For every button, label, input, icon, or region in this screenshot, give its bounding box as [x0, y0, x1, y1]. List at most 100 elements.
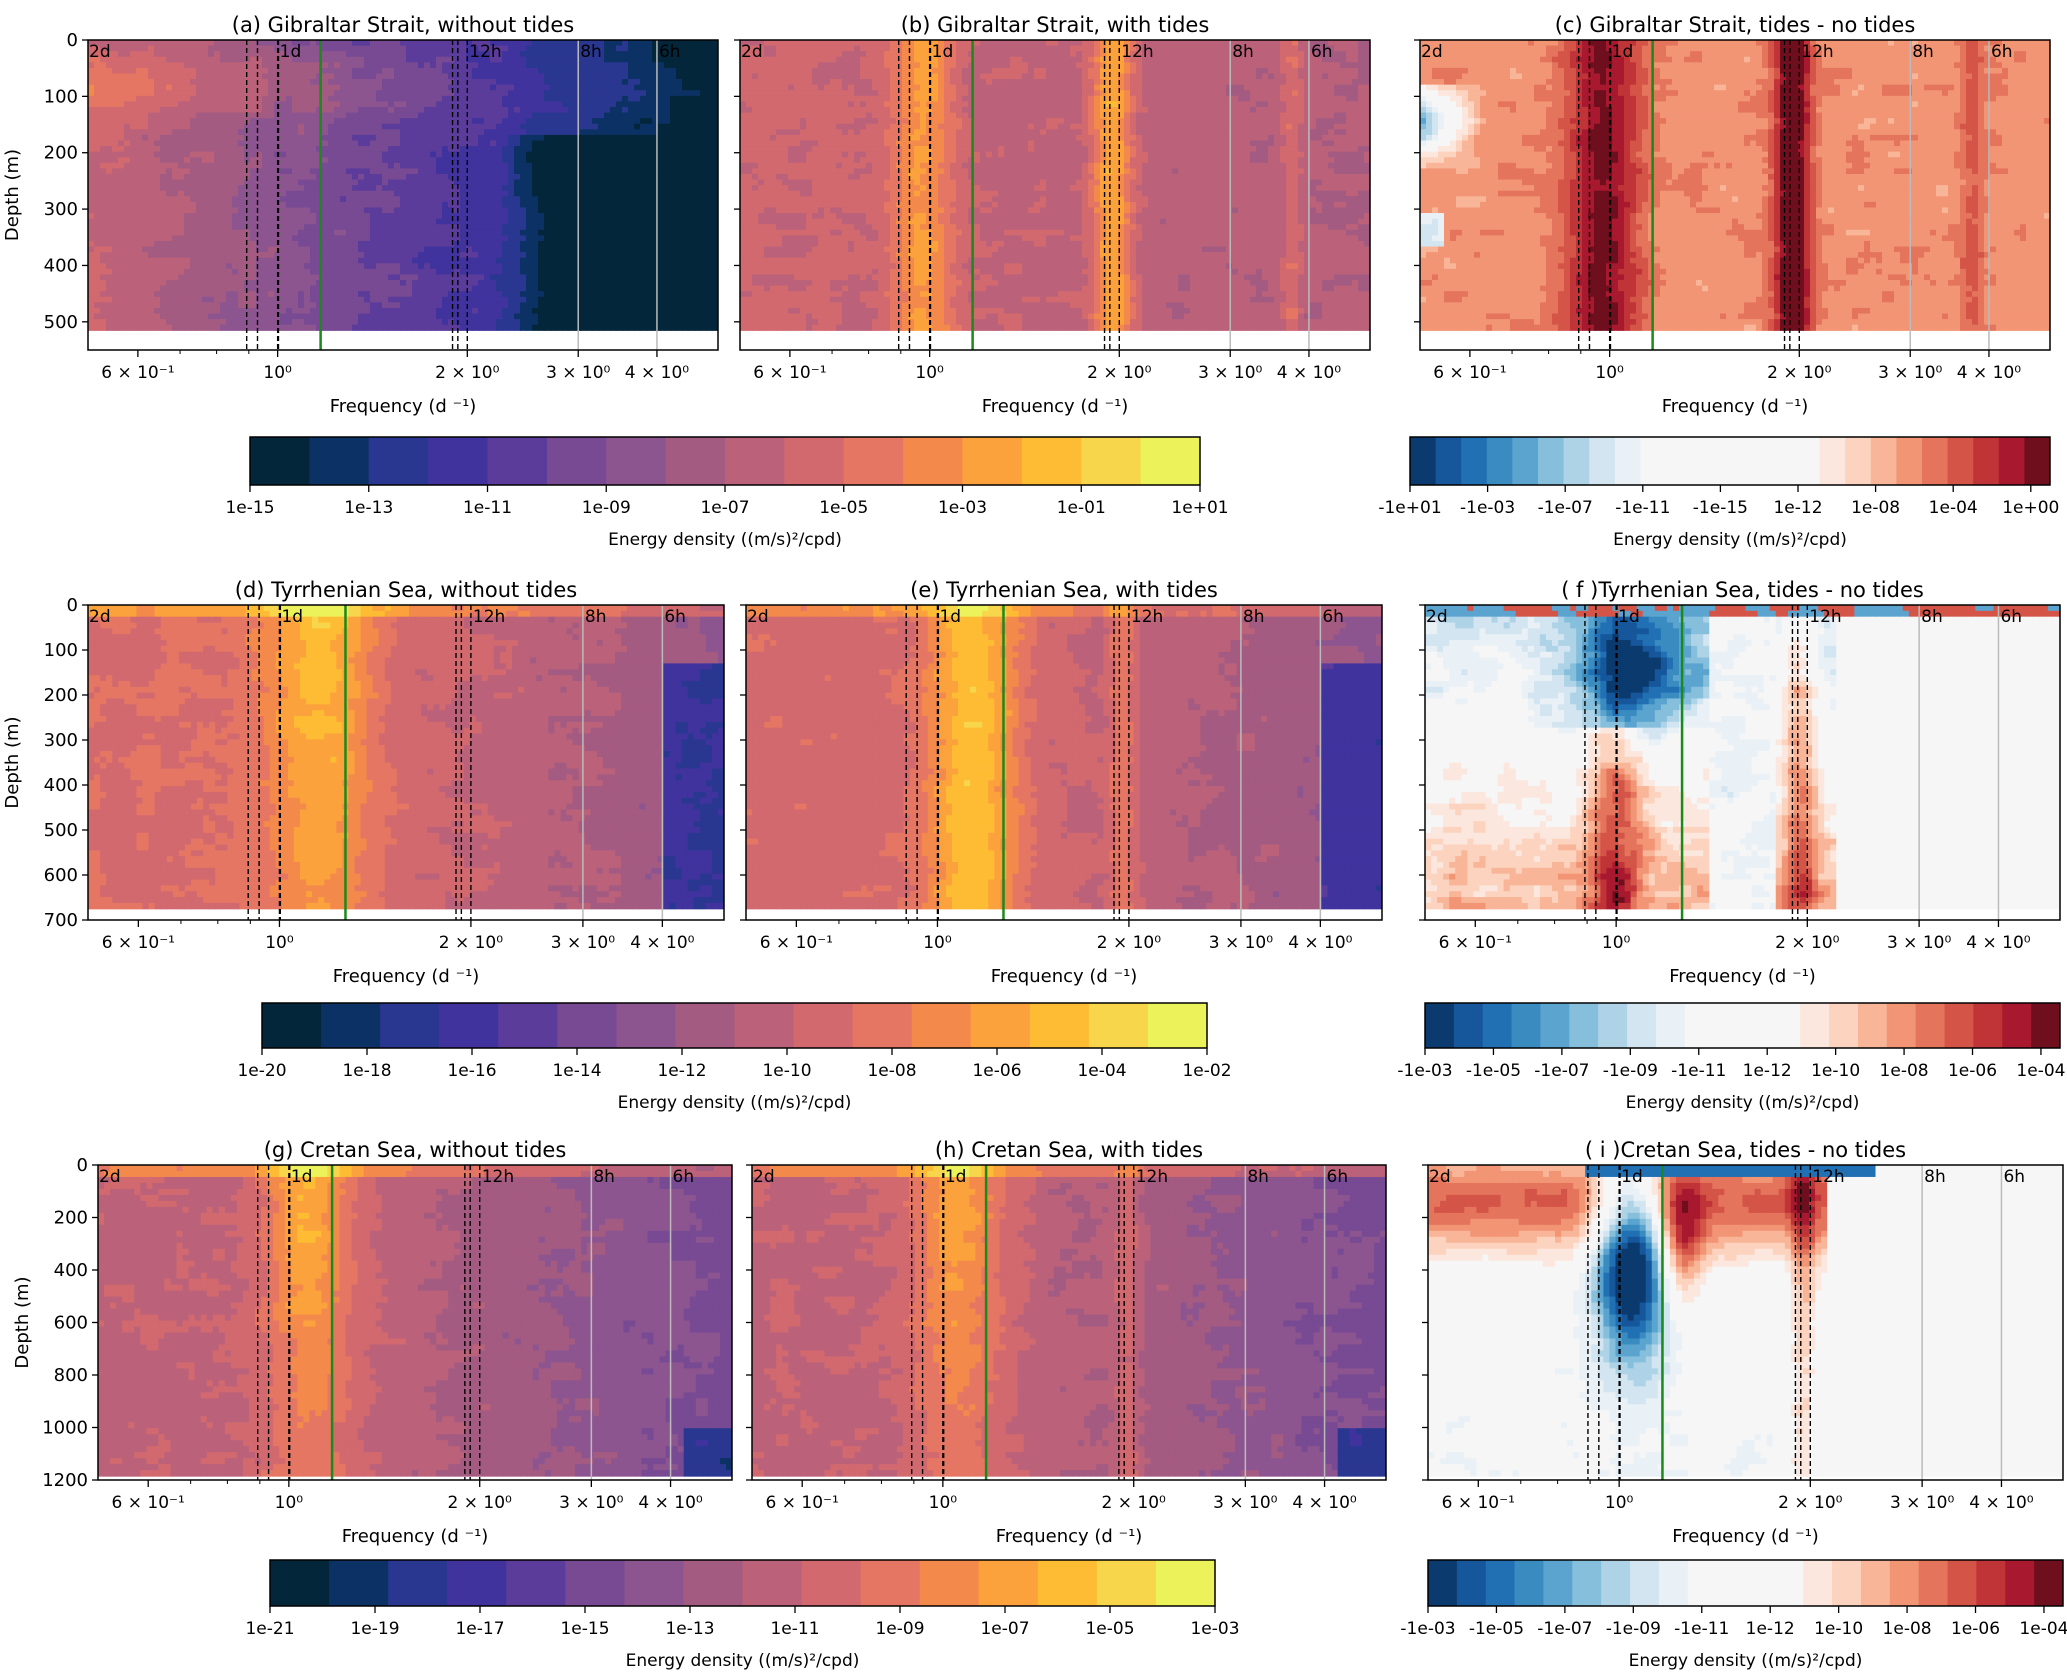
heatmap-cell	[256, 106, 263, 114]
heatmap-cell	[568, 123, 575, 130]
heatmap-cell	[568, 67, 575, 75]
heatmap-cell	[682, 157, 689, 164]
heatmap-cell	[376, 67, 383, 75]
heatmap-cell	[208, 101, 215, 108]
heatmap-cell	[286, 268, 293, 276]
heatmap-cell	[592, 134, 599, 142]
heatmap-cell	[232, 218, 239, 225]
heatmap-cell	[526, 62, 533, 69]
heatmap-cell	[250, 129, 257, 136]
heatmap-cell	[622, 40, 629, 47]
heatmap-cell	[364, 280, 371, 287]
heatmap-cell	[646, 229, 653, 236]
heatmap-cell	[256, 95, 263, 102]
heatmap-cell	[562, 263, 569, 270]
heatmap-cell	[160, 140, 167, 147]
heatmap-cell	[382, 134, 389, 142]
heatmap-cell	[400, 246, 407, 253]
heatmap-cell	[112, 274, 119, 281]
heatmap-cell	[142, 302, 149, 309]
heatmap-cell	[268, 106, 275, 114]
heatmap-cell	[364, 218, 371, 225]
heatmap-cell	[616, 157, 623, 164]
heatmap-cell	[124, 123, 131, 130]
heatmap-cell	[160, 302, 167, 309]
heatmap-cell	[592, 207, 599, 214]
heatmap-cell	[508, 56, 515, 63]
heatmap-cell	[268, 196, 275, 203]
heatmap-cell	[268, 302, 275, 309]
heatmap-cell	[676, 101, 683, 108]
heatmap-cell	[460, 257, 467, 264]
heatmap-cell	[370, 106, 377, 114]
heatmap-cell	[400, 285, 407, 292]
heatmap-cell	[604, 263, 611, 270]
heatmap-cell	[682, 129, 689, 136]
heatmap-cell	[376, 296, 383, 303]
heatmap-cell	[346, 168, 353, 175]
heatmap-cell	[502, 173, 509, 181]
heatmap-cell	[352, 118, 359, 125]
heatmap-cell	[640, 280, 647, 287]
heatmap-cell	[256, 40, 263, 47]
heatmap-cell	[94, 157, 101, 164]
heatmap-cell	[616, 252, 623, 259]
heatmap-cell	[592, 252, 599, 259]
heatmap-cell	[598, 291, 605, 298]
heatmap-cell	[292, 140, 299, 147]
heatmap-cell	[262, 257, 269, 264]
heatmap-cell	[556, 95, 563, 102]
heatmap-cell	[316, 95, 323, 102]
heatmap-cell	[310, 257, 317, 264]
heatmap-cell	[298, 268, 305, 276]
heatmap-cell	[292, 90, 299, 97]
heatmap-cell	[412, 84, 419, 91]
heatmap-cell	[706, 207, 713, 214]
heatmap-cell	[568, 162, 575, 169]
heatmap-cell	[400, 268, 407, 276]
heatmap-cell	[178, 240, 185, 248]
heatmap-cell	[316, 201, 323, 209]
heatmap-cell	[628, 129, 635, 136]
heatmap-cell	[472, 291, 479, 298]
heatmap-cell	[310, 40, 317, 47]
heatmap-cell	[106, 40, 113, 47]
heatmap-cell	[376, 213, 383, 220]
heatmap-cell	[148, 252, 155, 259]
heatmap-cell	[658, 173, 665, 181]
heatmap-cell	[574, 123, 581, 130]
heatmap-cell	[484, 51, 491, 58]
heatmap-cell	[598, 90, 605, 97]
heatmap-cell	[616, 190, 623, 197]
heatmap-cell	[310, 129, 317, 136]
heatmap-cell	[586, 168, 593, 175]
heatmap-cell	[190, 285, 197, 292]
heatmap-cell	[130, 173, 137, 181]
heatmap-cell	[310, 123, 317, 130]
heatmap-cell	[400, 168, 407, 175]
heatmap-cell	[400, 224, 407, 231]
heatmap-cell	[514, 229, 521, 236]
heatmap-cell	[184, 257, 191, 264]
heatmap-cell	[610, 67, 617, 75]
heatmap-cell	[340, 246, 347, 253]
heatmap-cell	[580, 51, 587, 58]
heatmap-cell	[388, 62, 395, 69]
heatmap-cell	[148, 79, 155, 86]
heatmap-cell	[148, 263, 155, 270]
heatmap-cell	[346, 90, 353, 97]
heatmap-cell	[262, 112, 269, 119]
heatmap-cell	[304, 285, 311, 292]
heatmap-cell	[484, 151, 491, 158]
heatmap-cell	[508, 67, 515, 75]
heatmap-cell	[622, 56, 629, 63]
heatmap-cell	[154, 51, 161, 58]
heatmap-cell	[424, 285, 431, 292]
heatmap-cell	[574, 106, 581, 114]
heatmap-cell	[250, 291, 257, 298]
heatmap-cell	[430, 67, 437, 75]
heatmap-cell	[550, 56, 557, 63]
heatmap-cell	[490, 140, 497, 147]
heatmap-cell	[286, 118, 293, 125]
